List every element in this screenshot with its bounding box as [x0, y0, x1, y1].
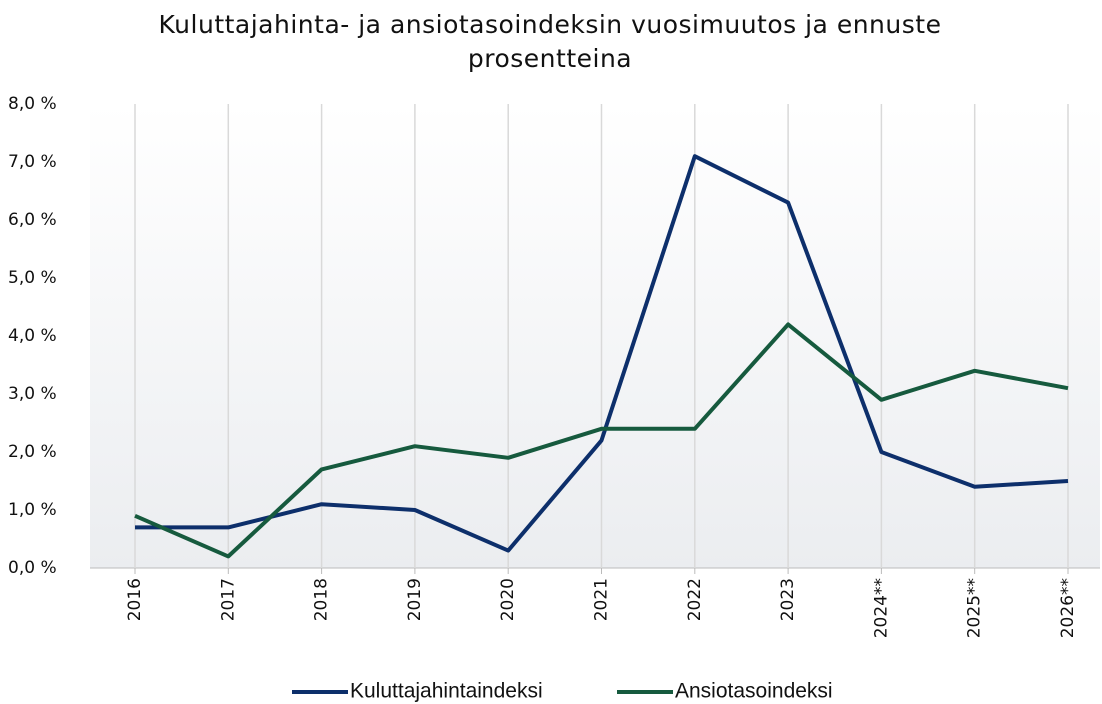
x-tick-label: 2019: [405, 578, 425, 621]
legend-label: Ansiotasoindeksi: [675, 680, 833, 703]
y-tick-label: 4,0 %: [8, 326, 57, 346]
x-tick-label: 2020: [498, 578, 518, 621]
y-tick-label: 0,0 %: [8, 558, 57, 578]
x-tick-label: 2025**: [965, 578, 985, 638]
x-tick-label: 2017: [218, 578, 238, 621]
x-tick-label: 2018: [312, 578, 332, 621]
y-tick-label: 7,0 %: [8, 152, 57, 172]
y-tick-label: 1,0 %: [8, 500, 57, 520]
plot-background: [90, 104, 1100, 568]
chart-title: Kuluttajahinta- ja ansiotasoindeksin vuo…: [158, 10, 942, 73]
x-tick-label: 2024**: [871, 578, 891, 638]
x-tick-label: 2026**: [1058, 578, 1078, 638]
x-tick-label: 2022: [685, 578, 705, 621]
legend-label: Kuluttajahintaindeksi: [350, 680, 543, 703]
x-tick-label: 2016: [125, 578, 145, 621]
x-tick-label: 2021: [592, 578, 612, 621]
data-line: [134, 322, 1069, 559]
x-tick-label: 2023: [778, 578, 798, 621]
y-tick-label: 2,0 %: [8, 442, 57, 462]
data-line: [135, 154, 1069, 553]
y-tick-label: 8,0 %: [8, 94, 57, 114]
y-tick-label: 6,0 %: [8, 210, 57, 230]
y-tick-label: 3,0 %: [8, 384, 57, 404]
y-tick-label: 5,0 %: [8, 268, 57, 288]
